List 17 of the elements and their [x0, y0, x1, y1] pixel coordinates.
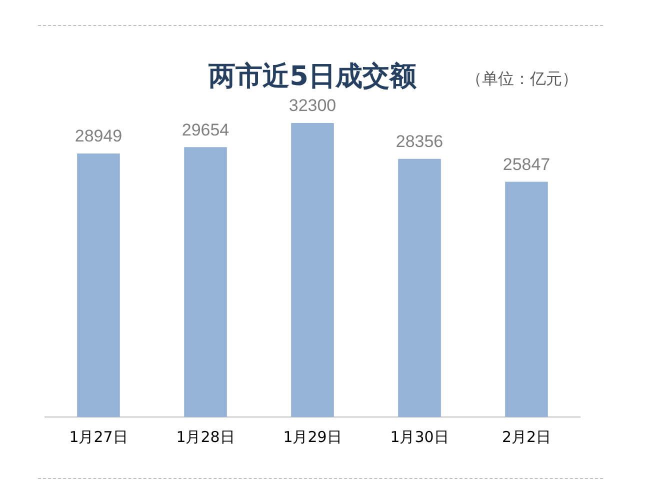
data-label: 28356 [396, 132, 444, 152]
chart-title: 两市近5日成交额 [208, 61, 418, 92]
bar [291, 122, 334, 417]
data-label: 25847 [502, 154, 550, 174]
x-tick-label: 1月27日 [69, 428, 128, 446]
bar [505, 182, 548, 417]
x-tick-label: 1月30日 [390, 428, 449, 446]
bar [398, 158, 441, 417]
x-tick-label: 2月2日 [502, 428, 552, 446]
x-tick-label: 1月29日 [283, 428, 342, 446]
bar [184, 147, 227, 417]
data-label: 28949 [74, 126, 122, 146]
data-label: 29654 [182, 120, 230, 140]
text: （单位：亿元） [466, 69, 578, 88]
x-tick-label: 1月28日 [176, 428, 235, 446]
bar [77, 153, 120, 417]
data-label: 32300 [288, 96, 336, 116]
